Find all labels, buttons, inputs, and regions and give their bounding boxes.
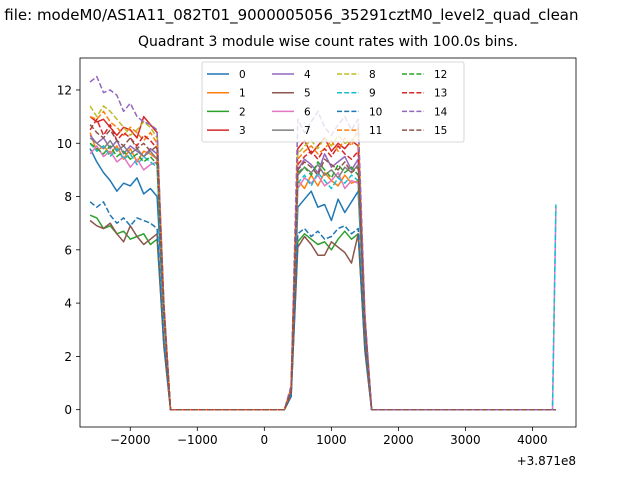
x-axis: −2000 −1000 0 1000 2000 3000 4000 [110, 427, 548, 447]
legend-label-11: 11 [369, 125, 382, 137]
y-tick-label: 8 [64, 190, 72, 204]
y-axis: 0 2 4 6 8 10 12 [57, 83, 80, 417]
legend-label-8: 8 [369, 69, 376, 81]
y-tick-label: 6 [64, 243, 72, 257]
legend-label-15: 15 [434, 125, 447, 137]
legend-label-2: 2 [239, 106, 246, 118]
x-tick-label: −1000 [177, 433, 218, 447]
x-tick-label: 3000 [450, 433, 481, 447]
series-line-15 [89, 124, 556, 411]
legend-label-9: 9 [369, 88, 376, 100]
x-tick-label: 1000 [316, 433, 347, 447]
x-tick-label: 0 [261, 433, 269, 447]
x-tick-label: 2000 [383, 433, 414, 447]
series-line-11 [89, 110, 556, 411]
y-tick-label: 10 [57, 137, 72, 151]
legend-label-7: 7 [304, 125, 311, 137]
legend-label-0: 0 [239, 69, 246, 81]
legend-label-12: 12 [434, 69, 447, 81]
x-tick-label: −2000 [110, 433, 151, 447]
y-tick-label: 12 [57, 83, 72, 97]
y-tick-label: 0 [64, 403, 72, 417]
legend-label-6: 6 [304, 106, 311, 118]
x-tick-label: 4000 [517, 433, 548, 447]
legend-box [201, 61, 465, 143]
legend-label-4: 4 [304, 69, 311, 81]
y-tick-label: 4 [64, 297, 72, 311]
series-lines [89, 75, 557, 411]
legend-label-14: 14 [434, 106, 448, 118]
plot-frame [79, 57, 577, 428]
figure-suptitle: n file: modeM0/AS1A11_082T01_9000005056_… [0, 6, 579, 24]
chart-title: Quadrant 3 module wise count rates with … [138, 34, 518, 50]
x-offset-label: +3.871e8 [517, 454, 576, 468]
legend-label-1: 1 [239, 88, 246, 100]
legend-label-10: 10 [369, 106, 382, 118]
legend-label-3: 3 [239, 125, 246, 137]
legend-label-13: 13 [434, 88, 447, 100]
y-tick-label: 2 [64, 350, 72, 364]
legend-label-5: 5 [304, 88, 311, 100]
